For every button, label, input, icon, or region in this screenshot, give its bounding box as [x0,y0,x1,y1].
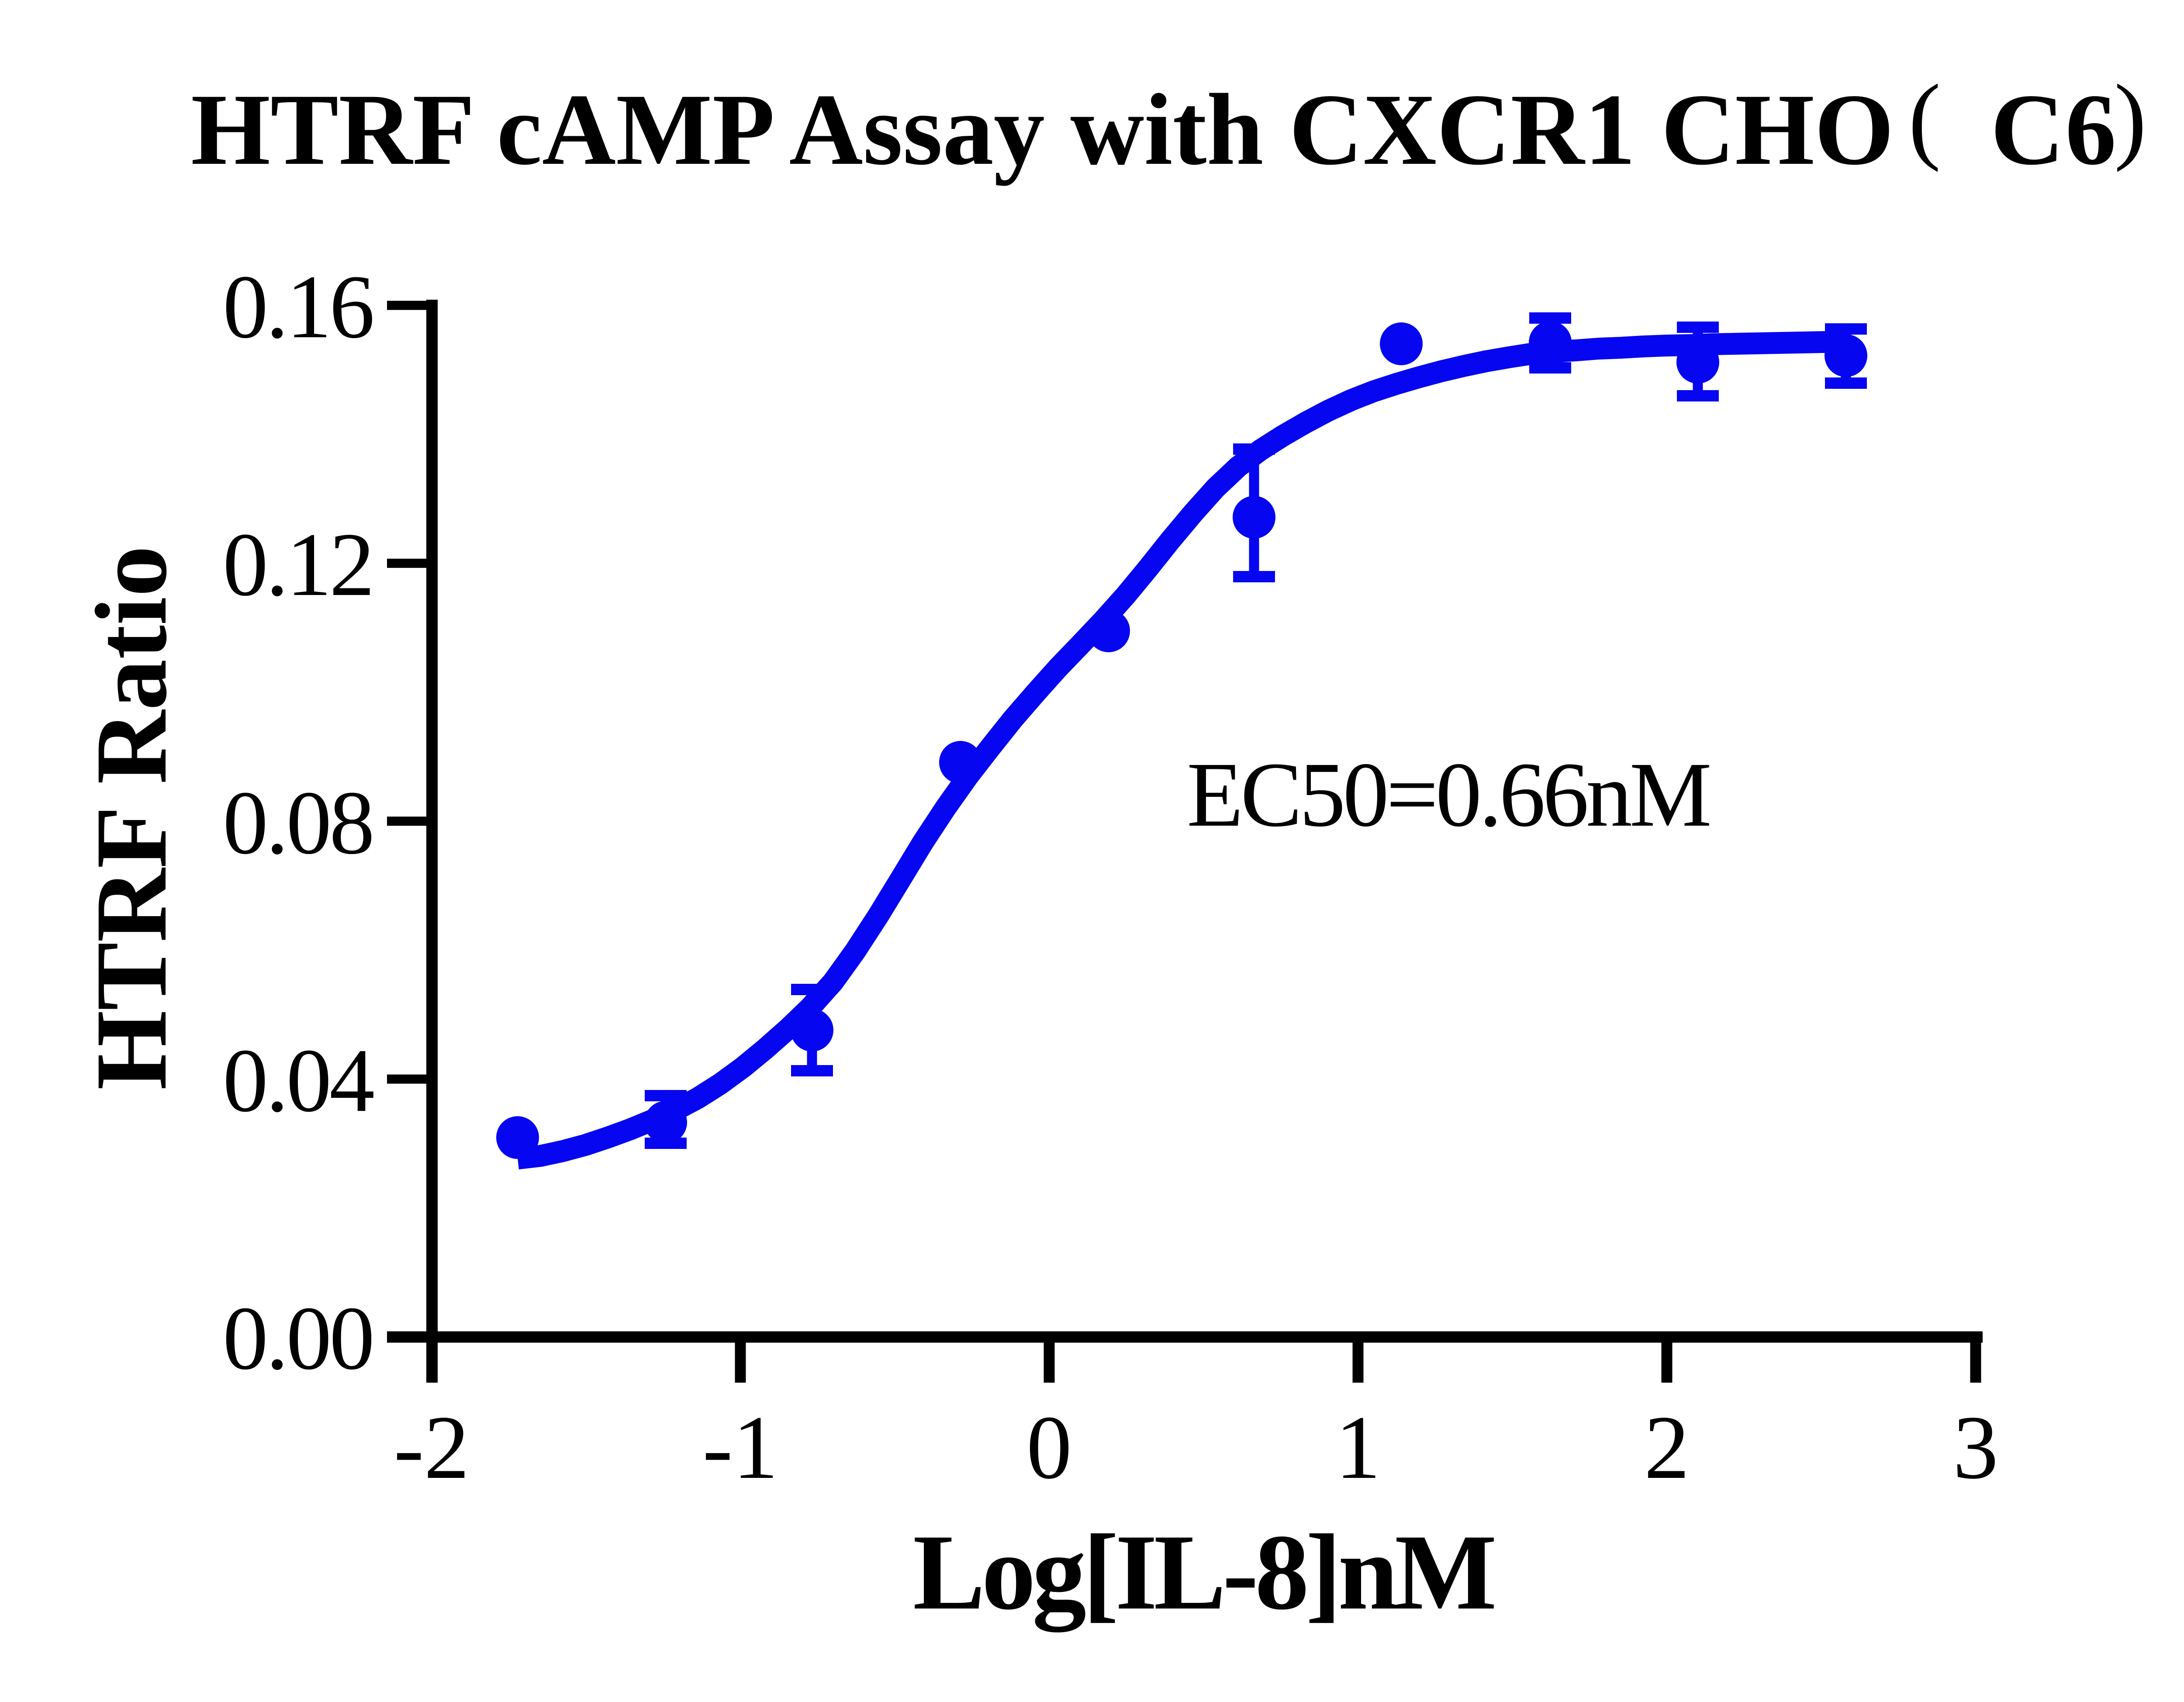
svg-text:0: 0 [1026,1397,1072,1498]
svg-text:HTRF cAMP Assay with CXCR1 CHO: HTRF cAMP Assay with CXCR1 CHO [191,73,1894,186]
svg-text:EC50=0.66nM: EC50=0.66nM [1187,743,1712,846]
svg-text:0.00: 0.00 [223,1288,375,1388]
svg-text:(: ( [1908,65,1941,173]
svg-text:3: 3 [1953,1397,1998,1498]
svg-text:1: 1 [1335,1397,1381,1498]
svg-text:0.04: 0.04 [223,1030,375,1131]
svg-text:): ) [2114,65,2146,173]
svg-text:2: 2 [1644,1397,1690,1498]
svg-text:0.08: 0.08 [223,772,375,873]
svg-text:-2: -2 [394,1397,469,1498]
svg-text:0.16: 0.16 [223,256,375,357]
svg-text:Log[IL-8]nM: Log[IL-8]nM [913,1512,1497,1633]
svg-text:C6: C6 [1990,73,2116,186]
svg-text:-1: -1 [702,1397,778,1498]
svg-text:HTRF Ratio: HTRF Ratio [74,546,188,1090]
svg-text:0.12: 0.12 [223,514,375,615]
